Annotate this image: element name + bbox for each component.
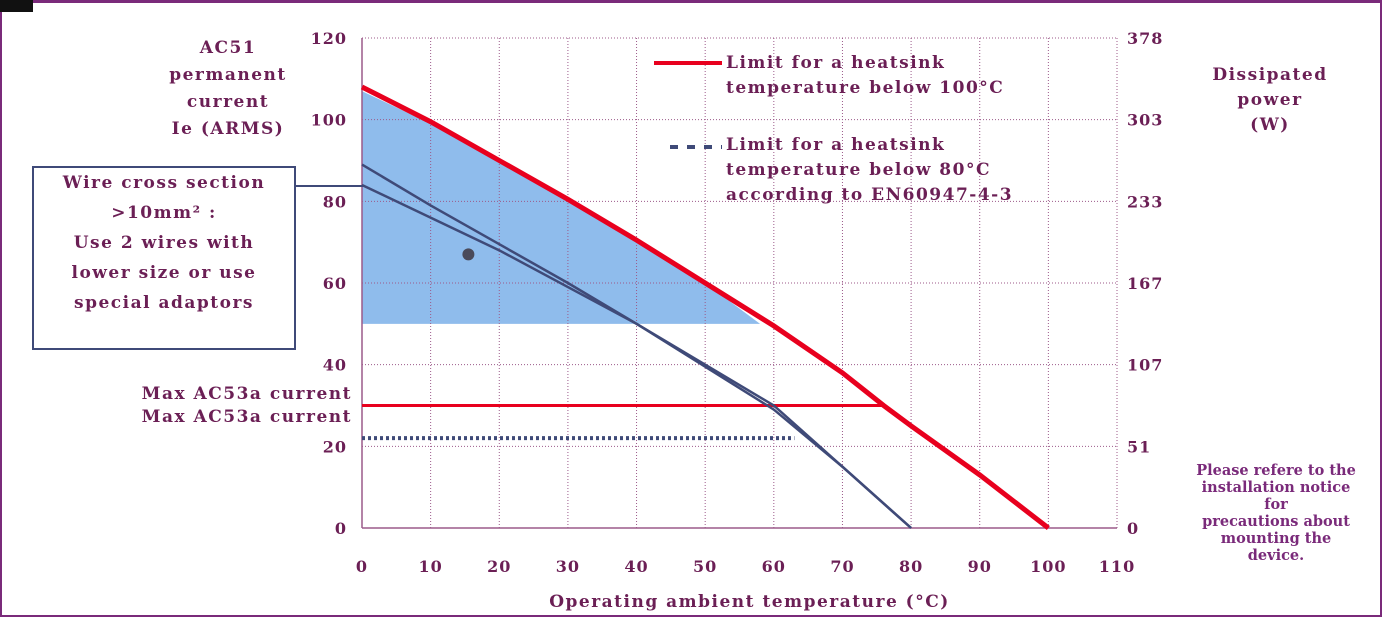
- x-axis-label: Operating ambient temperature (°C): [549, 592, 950, 612]
- legend-label-line: temperature below 100°C: [726, 78, 1004, 98]
- x-tick-label: 50: [693, 557, 717, 576]
- y-tick-label: 120: [311, 29, 347, 48]
- installation-note: Please refere to the installation notice…: [1176, 462, 1376, 564]
- annotation-line: Use 2 wires with: [74, 233, 255, 253]
- y2-axis-label-line: Dissipated: [1212, 65, 1327, 85]
- x-tick-label: 30: [556, 557, 580, 576]
- y-axis-label-line: Ie (ARMS): [172, 119, 285, 139]
- y2-tick-label: 167: [1127, 274, 1163, 293]
- note-line: device.: [1247, 547, 1305, 564]
- x-tick-label: 80: [899, 557, 923, 576]
- annotation-line: >10mm² :: [111, 203, 217, 223]
- y-tick-label: 100: [311, 111, 347, 130]
- x-tick-label: 70: [830, 557, 854, 576]
- x-tick-label: 20: [487, 557, 511, 576]
- y2-tick-label: 303: [1127, 111, 1163, 130]
- series-line-1: [360, 84, 1050, 530]
- note-line: mounting the: [1220, 530, 1332, 547]
- note-line: for: [1264, 496, 1288, 513]
- y2-tick-label: 378: [1127, 29, 1163, 48]
- y-axis-label-line: current: [187, 92, 269, 112]
- corner-block: [0, 0, 33, 12]
- y2-axis-label-line: power: [1237, 90, 1302, 110]
- legend-label-line: Limit for a heatsink: [726, 135, 945, 155]
- y-tick-label: 80: [323, 192, 347, 211]
- annotation-line: Wire cross section: [62, 173, 265, 193]
- annotation-line: lower size or use: [72, 263, 257, 283]
- x-tick-label: 90: [968, 557, 992, 576]
- y-axis-label-line: permanent: [169, 65, 287, 85]
- reference-label-2: Max AC53a current: [142, 407, 352, 427]
- annotation-marker: [462, 248, 475, 261]
- legend-label-line: temperature below 80°C: [726, 160, 991, 180]
- annotation-box: [32, 166, 296, 350]
- x-tick-label: 0: [356, 557, 368, 576]
- x-tick-label: 60: [762, 557, 786, 576]
- x-tick-label: 40: [624, 557, 648, 576]
- y-tick-label: 60: [323, 274, 347, 293]
- note-line: Please refere to the: [1196, 462, 1356, 479]
- y2-tick-label: 51: [1127, 437, 1151, 456]
- y2-tick-label: 0: [1127, 519, 1139, 538]
- y2-tick-label: 107: [1127, 356, 1163, 375]
- x-tick-label: 10: [419, 557, 443, 576]
- legend-label-line: according to EN60947-4-3: [726, 185, 1013, 205]
- legend-label-line: Limit for a heatsink: [726, 53, 945, 73]
- y2-axis-label-line: (W): [1250, 115, 1290, 135]
- x-tick-label: 110: [1099, 557, 1135, 576]
- series-line-3: [361, 183, 912, 529]
- note-line: installation notice: [1201, 479, 1351, 496]
- annotation-line: special adaptors: [74, 293, 254, 313]
- y-tick-label: 40: [323, 356, 347, 375]
- note-line: precautions about: [1202, 513, 1350, 530]
- shaded-zone: [362, 91, 761, 324]
- y-tick-label: 0: [335, 519, 347, 538]
- y-tick-label: 20: [323, 437, 347, 456]
- y2-tick-label: 233: [1127, 192, 1163, 211]
- reference-label-1: Max AC53a current: [142, 384, 352, 404]
- y-axis-label-line: AC51: [199, 38, 256, 58]
- x-tick-label: 100: [1030, 557, 1066, 576]
